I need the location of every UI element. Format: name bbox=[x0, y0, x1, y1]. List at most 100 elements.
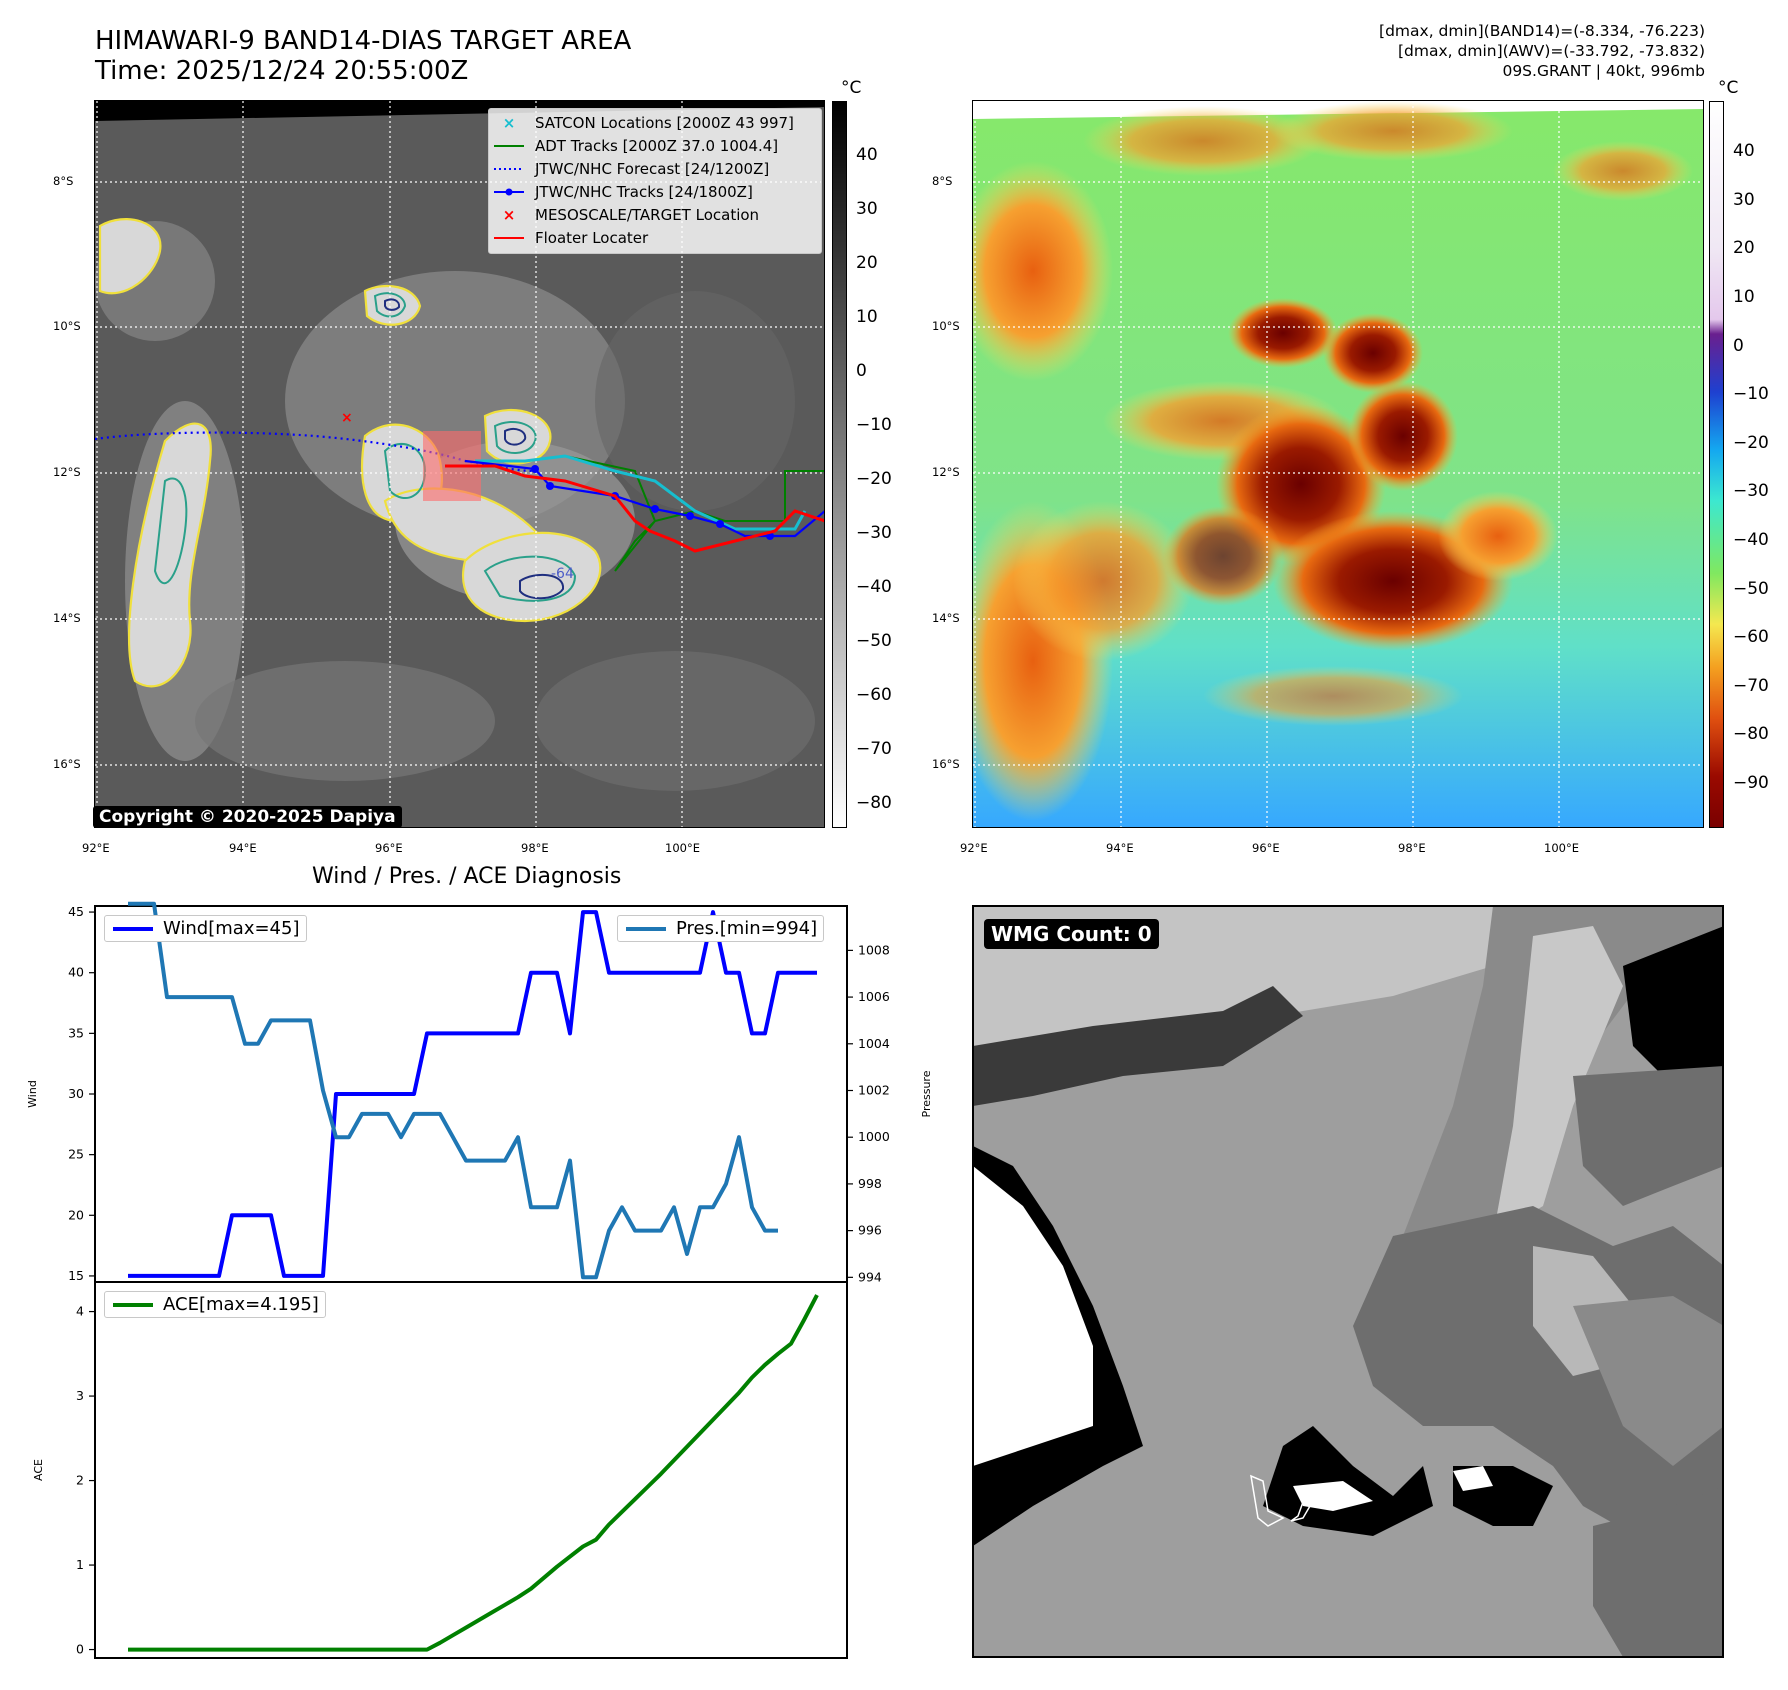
lon-tick: 92°E bbox=[960, 841, 988, 855]
series-lines bbox=[128, 901, 819, 1652]
adt-line-icon bbox=[491, 137, 527, 155]
wind-ylabel: Wind bbox=[26, 1080, 39, 1108]
y-tick-label: 1008 bbox=[858, 942, 890, 957]
main-title: HIMAWARI-9 BAND14-DIAS TARGET AREA bbox=[95, 26, 632, 56]
colorbar-tick: 40 bbox=[856, 145, 878, 165]
colorbar-color-unit: °C bbox=[1718, 78, 1739, 98]
dmax-awv: [dmax, dmin](AWV)=(-33.792, -73.832) bbox=[1398, 42, 1705, 60]
ace-y-ticks: 4 3 2 1 0 bbox=[76, 1304, 95, 1657]
floater-line-icon bbox=[491, 229, 527, 247]
contour-label: -64 bbox=[551, 566, 574, 582]
y-tick-label: 994 bbox=[858, 1269, 882, 1284]
lon-tick: 92°E bbox=[82, 841, 110, 855]
lat-tick: 12°S bbox=[932, 465, 960, 479]
legend-forecast: JTWC/NHC Forecast [24/1200Z] bbox=[491, 157, 819, 180]
pres-series-line bbox=[128, 901, 778, 1280]
pres-ylabel: Pressure bbox=[920, 1070, 933, 1117]
wind-series-line bbox=[128, 910, 817, 1278]
y-tick-label: 1004 bbox=[858, 1036, 890, 1051]
colorbar-tick: 10 bbox=[1733, 287, 1755, 307]
colorbar-tick: 30 bbox=[1733, 190, 1755, 210]
svg-text:×: × bbox=[341, 410, 353, 426]
wmg-count-label: WMG Count: 0 bbox=[984, 919, 1159, 949]
colorbar-gray bbox=[832, 101, 847, 828]
y-tick-label: 996 bbox=[858, 1223, 882, 1238]
colorbar-tick: −20 bbox=[856, 469, 892, 489]
y-tick-label: 0 bbox=[76, 1642, 84, 1657]
ace-series-line bbox=[128, 1294, 819, 1652]
colorbar-tick: −70 bbox=[856, 739, 892, 759]
lat-tick: 14°S bbox=[932, 611, 960, 625]
wind-legend-line-icon bbox=[113, 926, 153, 931]
y-tick-label: 1002 bbox=[858, 1082, 890, 1097]
lat-tick: 8°S bbox=[53, 174, 74, 188]
y-tick-label: 25 bbox=[68, 1147, 84, 1162]
y-tick-label: 3 bbox=[76, 1388, 84, 1403]
colorbar-tick: −50 bbox=[1733, 579, 1769, 599]
colorbar-gray-unit: °C bbox=[841, 78, 862, 98]
dmax-band14: [dmax, dmin](BAND14)=(-8.334, -76.223) bbox=[1379, 22, 1705, 40]
lat-tick: 12°S bbox=[53, 465, 81, 479]
y-tick-label: 998 bbox=[858, 1176, 882, 1191]
colorbar-tick: −90 bbox=[1733, 773, 1769, 793]
satcon-x-icon: × bbox=[502, 113, 516, 132]
colorbar-tick: 30 bbox=[856, 199, 878, 219]
pres-y-ticks: 1008 1006 1004 1002 1000 998 996 994 bbox=[847, 942, 890, 1284]
lon-tick: 100°E bbox=[665, 841, 700, 855]
lon-tick: 96°E bbox=[375, 841, 403, 855]
legend-floater: Floater Locater bbox=[491, 226, 819, 249]
y-tick-label: 2 bbox=[76, 1473, 84, 1488]
y-tick-label: 1000 bbox=[858, 1129, 890, 1144]
lon-tick: 94°E bbox=[1106, 841, 1134, 855]
colorbar-tick: 0 bbox=[856, 361, 867, 381]
diagnosis-title: Wind / Pres. / ACE Diagnosis bbox=[312, 864, 622, 889]
lon-tick: 94°E bbox=[229, 841, 257, 855]
y-tick-label: 15 bbox=[68, 1268, 84, 1283]
jtwc-line-dot-icon bbox=[491, 183, 527, 201]
lat-tick: 8°S bbox=[932, 174, 953, 188]
lat-tick: 10°S bbox=[53, 319, 81, 333]
map-legend: × SATCON Locations [2000Z 43 997] ADT Tr… bbox=[488, 108, 822, 254]
colorbar-tick: −40 bbox=[856, 577, 892, 597]
wind-axes-frame bbox=[94, 905, 848, 1283]
colorbar-tick: −60 bbox=[1733, 627, 1769, 647]
lon-tick: 100°E bbox=[1544, 841, 1579, 855]
colorbar-tick: −10 bbox=[1733, 384, 1769, 404]
lon-tick: 98°E bbox=[521, 841, 549, 855]
timestamp: Time: 2025/12/24 20:55:00Z bbox=[95, 56, 469, 86]
colorbar-tick: −60 bbox=[856, 685, 892, 705]
storm-info: 09S.GRANT | 40kt, 996mb bbox=[1502, 62, 1705, 80]
lat-tick: 10°S bbox=[932, 319, 960, 333]
target-x-icon: × bbox=[502, 205, 516, 224]
y-tick-label: 20 bbox=[68, 1207, 84, 1222]
y-tick-label: 40 bbox=[68, 965, 84, 980]
colorbar-color bbox=[1709, 101, 1724, 828]
wmg-panel bbox=[973, 906, 1724, 1657]
legend-target: × MESOSCALE/TARGET Location bbox=[491, 203, 819, 226]
lat-tick: 16°S bbox=[53, 757, 81, 771]
y-tick-label: 35 bbox=[68, 1025, 84, 1040]
colorbar-tick: 40 bbox=[1733, 141, 1755, 161]
y-tick-label: 4 bbox=[76, 1304, 84, 1319]
lon-tick: 96°E bbox=[1252, 841, 1280, 855]
colorbar-tick: −10 bbox=[856, 415, 892, 435]
forecast-dotted-icon bbox=[491, 160, 527, 178]
y-tick-label: 45 bbox=[68, 904, 84, 919]
ace-axes-frame bbox=[94, 1281, 848, 1659]
ace-ylabel: ACE bbox=[32, 1459, 45, 1481]
awv-map bbox=[953, 101, 1704, 828]
colorbar-tick: −80 bbox=[1733, 724, 1769, 744]
lat-tick: 16°S bbox=[932, 757, 960, 771]
y-tick-label: 1006 bbox=[858, 989, 890, 1004]
y-tick-label: 1 bbox=[76, 1557, 84, 1572]
colorbar-tick: 20 bbox=[856, 253, 878, 273]
wind-y-ticks: 45 40 35 30 25 20 15 bbox=[68, 904, 95, 1283]
colorbar-tick: −30 bbox=[856, 523, 892, 543]
wind-legend: Wind[max=45] bbox=[104, 915, 307, 942]
legend-jtwc-tracks: JTWC/NHC Tracks [24/1800Z] bbox=[491, 180, 819, 203]
pres-legend-line-icon bbox=[626, 926, 666, 931]
y-tick-label: 30 bbox=[68, 1086, 84, 1101]
legend-adt: ADT Tracks [2000Z 37.0 1004.4] bbox=[491, 134, 819, 157]
lon-tick: 98°E bbox=[1398, 841, 1426, 855]
